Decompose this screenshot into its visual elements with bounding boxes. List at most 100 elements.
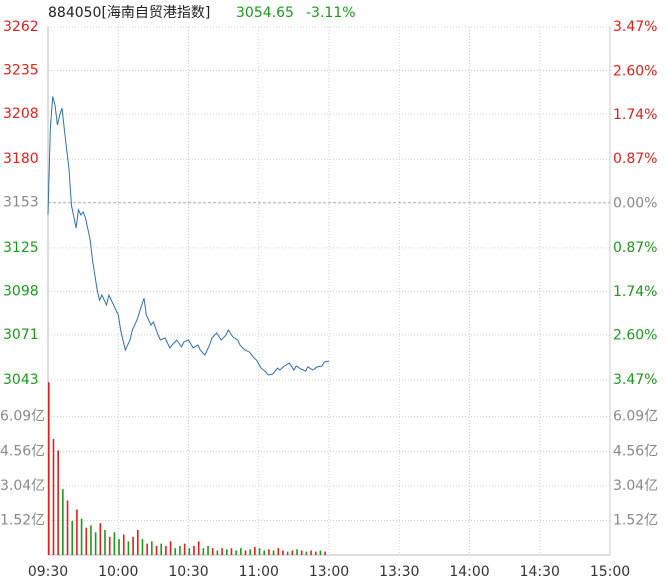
volume-bar [263, 550, 266, 555]
volume-bar [207, 545, 209, 555]
x-tick-label: 11:00 [239, 564, 279, 580]
y-tick-label: 3043 [3, 372, 39, 388]
volume-bar [193, 545, 195, 555]
y2-tick-label: 2.60% [613, 63, 657, 79]
y-tick-label: 3.04亿 [0, 478, 45, 494]
volume-bar [104, 530, 106, 555]
volume-bar [310, 550, 312, 555]
volume-bar [122, 534, 125, 555]
volume-bar [66, 500, 69, 555]
y-tick-label: 3.04亿 [613, 478, 658, 494]
volume-bar [136, 530, 139, 555]
volume-bar [183, 543, 186, 555]
volume-bar [319, 550, 322, 555]
y-tick-label: 3208 [3, 106, 39, 122]
volume-bar [85, 527, 88, 555]
change: -3.11% [306, 5, 356, 21]
x-tick-label: 14:00 [449, 564, 489, 580]
x-tick-label: 10:00 [98, 564, 138, 580]
y2-tick-label: 1.74% [613, 284, 657, 300]
volume-bar [155, 545, 158, 555]
volume-bar [314, 551, 317, 555]
volume-bar [71, 520, 74, 555]
volume-bar [225, 549, 228, 555]
volume-bar [151, 541, 153, 555]
volume-bar [272, 550, 275, 555]
y-tick-label: 3098 [3, 283, 39, 299]
y-tick-label: 3180 [3, 151, 39, 167]
y-tick-label: 1.52亿 [0, 512, 45, 528]
last-price: 3054.65 [236, 5, 294, 21]
volume-bar [291, 550, 294, 555]
x-tick-label: 13:00 [309, 564, 349, 580]
volume-bar [286, 551, 289, 555]
y2-tick-label: 1.74% [613, 107, 657, 123]
volume-bar [254, 547, 256, 555]
y-tick-label: 3235 [3, 63, 39, 79]
y-tick-label: 3262 [3, 19, 39, 35]
y2-tick-label: 0.87% [613, 240, 657, 256]
volume-bar [48, 382, 50, 555]
y2-tick-label: 0.00% [613, 196, 657, 212]
volume-bar [277, 548, 280, 555]
volume-bar [52, 439, 55, 555]
volume-bar [305, 551, 308, 555]
volume-bar [113, 532, 116, 555]
volume-bar [165, 545, 167, 555]
volume-bar [108, 536, 111, 555]
volume-bar [211, 548, 214, 555]
y-tick-label: 1.52亿 [613, 512, 658, 528]
volume-bar [76, 509, 78, 555]
volume-bar [99, 523, 102, 555]
volume-bar [240, 548, 242, 555]
volume-bar [94, 532, 97, 555]
y-tick-label: 6.09亿 [613, 409, 658, 425]
y2-tick-label: 2.60% [613, 328, 657, 344]
y-tick-label: 6.09亿 [0, 409, 45, 425]
volume-bar [62, 489, 64, 555]
x-tick-label: 13:30 [379, 564, 419, 580]
y-tick-label: 4.56亿 [613, 443, 658, 459]
volume-bar [230, 548, 233, 555]
volume-bar [216, 550, 219, 555]
volume-bar [118, 539, 120, 555]
volume-bar [235, 550, 237, 555]
chart-title: 884050[海南自贸港指数] [48, 5, 210, 21]
volume-bar [127, 541, 130, 555]
y-tick-label: 3125 [3, 240, 39, 256]
x-tick-label: 10:30 [168, 564, 208, 580]
x-tick-label: 09:30 [28, 564, 68, 580]
volume-bar [169, 541, 172, 555]
volume-bar [221, 548, 223, 555]
volume-bar [282, 550, 284, 555]
volume-bar [197, 541, 200, 555]
x-tick-label: 14:30 [520, 564, 560, 580]
volume-bar [188, 548, 191, 555]
volume-bar [244, 550, 247, 555]
volume-bar [324, 551, 326, 555]
volume-bar [174, 548, 177, 555]
volume-bar [268, 549, 270, 555]
volume-bar [146, 543, 148, 555]
volume-bar [202, 548, 205, 555]
price-line [47, 96, 330, 376]
volume-bar [300, 550, 303, 555]
y-tick-label: 3071 [3, 327, 39, 343]
x-tick-label: 15:00 [590, 564, 630, 580]
volume-bar [90, 525, 92, 555]
volume-bar [258, 548, 261, 555]
volume-bar [57, 450, 59, 555]
volume-bar [249, 549, 251, 555]
y-tick-label: 3153 [3, 195, 39, 211]
y2-tick-label: 0.87% [613, 151, 657, 167]
volume-bar [141, 539, 144, 555]
volume-bar [132, 536, 134, 555]
volume-bar [179, 545, 181, 555]
volume-bar [160, 543, 162, 555]
volume-bar [80, 518, 83, 555]
volume-bar [296, 549, 298, 555]
y-tick-label: 4.56亿 [0, 443, 45, 459]
y2-tick-label: 3.47% [613, 19, 657, 35]
y2-tick-label: 3.47% [613, 372, 657, 388]
